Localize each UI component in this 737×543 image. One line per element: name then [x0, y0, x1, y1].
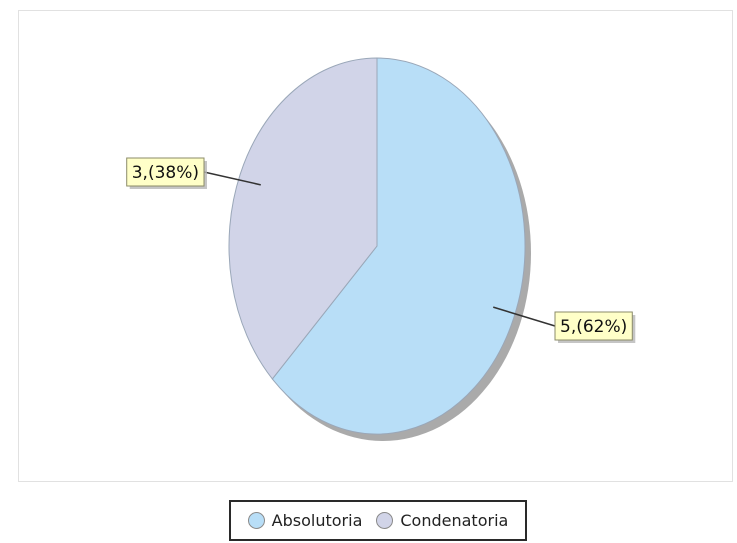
legend-label-condenatoria: Condenatoria	[400, 511, 509, 530]
data-label-layer: 5,(62%) 3,(38%)	[126, 157, 636, 343]
data-label-condenatoria: 3,(38%)	[132, 163, 199, 183]
pie-slice-absolutoria	[271, 57, 526, 435]
legend-item-condenatoria: Condenatoria	[376, 511, 508, 530]
pie-slice-condenatoria	[228, 57, 378, 380]
leader-line-condenatoria	[203, 171, 261, 186]
leader-line-absolutoria	[493, 306, 556, 327]
pie-layer	[228, 57, 531, 441]
data-label-box-condenatoria	[126, 157, 205, 187]
data-label-absolutoria: 5,(62%)	[560, 317, 627, 337]
legend: Absolutoria Condenatoria	[229, 500, 527, 541]
data-label-box-absolutoria	[554, 311, 633, 341]
legend-item-absolutoria: Absolutoria	[247, 511, 363, 530]
legend-swatch-absolutoria	[247, 512, 265, 529]
legend-label-absolutoria: Absolutoria	[271, 511, 363, 530]
legend-swatch-condenatoria	[376, 512, 394, 529]
